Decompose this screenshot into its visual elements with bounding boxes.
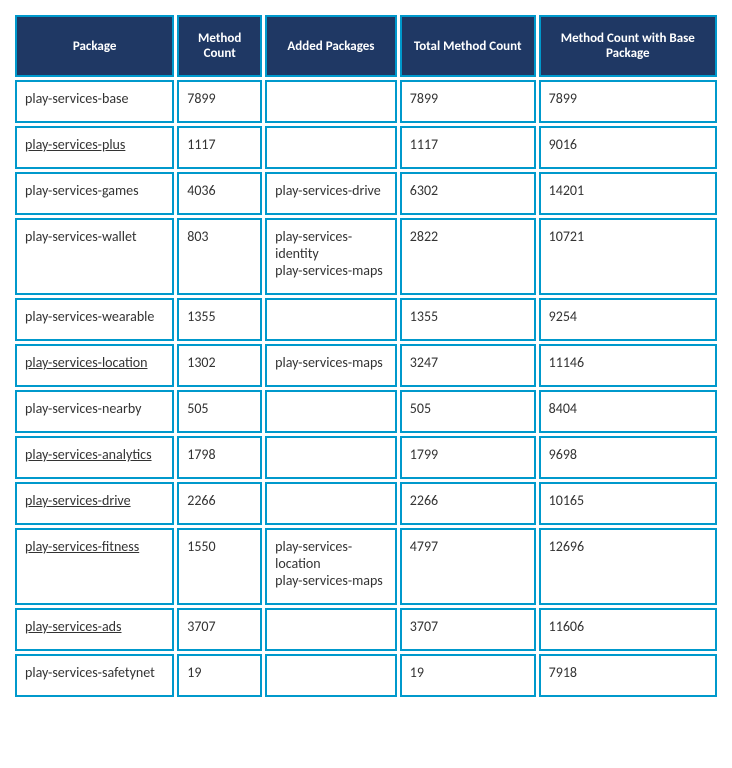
table-row: play-services-plus111711179016 [15,126,717,169]
total-method-count-cell: 1117 [400,126,536,169]
col-header-added-packages: Added Packages [265,15,397,77]
method-count-cell: 505 [177,390,262,433]
package-link[interactable]: play-services-location [25,354,147,371]
table-header: Package Method Count Added Packages Tota… [15,15,717,77]
method-count-cell: 7899 [177,80,262,123]
total-method-count-cell: 1355 [400,298,536,341]
total-method-count-cell: 2266 [400,482,536,525]
package-text: play-services-wallet [25,228,137,245]
packages-table: Package Method Count Added Packages Tota… [12,12,720,700]
package-cell: play-services-wallet [15,218,174,295]
table-row: play-services-drive2266226610165 [15,482,717,525]
package-cell: play-services-safetynet [15,654,174,697]
col-header-method-count: Method Count [177,15,262,77]
col-header-package: Package [15,15,174,77]
added-packages-cell [265,126,397,169]
with-base-cell: 9698 [539,436,717,479]
table-row: play-services-location 1302 play-services-… [15,344,717,387]
col-header-with-base: Method Count with Base Package [539,15,717,77]
added-packages-cell: play-services-identityplay-services-maps [265,218,397,295]
with-base-cell: 8404 [539,390,717,433]
with-base-cell: 11146 [539,344,717,387]
added-packages-cell [265,654,397,697]
method-count-cell: 1355 [177,298,262,341]
total-method-count-cell: 7899 [400,80,536,123]
added-package-item: play-services-drive [275,182,387,199]
added-packages-cell [265,80,397,123]
table-body: play-services-base789978997899play-servi… [15,80,717,697]
added-packages-cell [265,482,397,525]
with-base-cell: 10165 [539,482,717,525]
package-text: play-services-games [25,182,139,199]
added-packages-cell [265,436,397,479]
package-cell: play-services-plus [15,126,174,169]
table-row: play-services-ads3707370711606 [15,608,717,651]
with-base-cell: 7918 [539,654,717,697]
method-count-cell: 1798 [177,436,262,479]
package-text: play-services-wearable [25,308,154,325]
total-method-count-cell: 3707 [400,608,536,651]
table-row: play-services-nearby5055058404 [15,390,717,433]
table-row: play-services-wearable135513559254 [15,298,717,341]
with-base-cell: 12696 [539,528,717,605]
package-cell: play-services-location [15,344,174,387]
added-package-item: play-services-maps [275,572,387,589]
package-cell: play-services-wearable [15,298,174,341]
added-packages-cell [265,608,397,651]
with-base-cell: 10721 [539,218,717,295]
package-link[interactable]: play-services-fitness [25,538,139,555]
method-count-cell: 3707 [177,608,262,651]
table-row: play-services-wallet803play-services-ide… [15,218,717,295]
added-packages-cell [265,390,397,433]
method-count-cell: 803 [177,218,262,295]
with-base-cell: 9016 [539,126,717,169]
package-link[interactable]: play-services-ads [25,618,122,635]
total-method-count-cell: 2822 [400,218,536,295]
added-package-item: play-services-maps [275,354,387,371]
total-method-count-cell: 19 [400,654,536,697]
total-method-count-cell: 3247 [400,344,536,387]
table-row: play-services-fitness1550play-services-l… [15,528,717,605]
package-cell: play-services-base [15,80,174,123]
total-method-count-cell: 6302 [400,172,536,215]
added-packages-cell: play-services-locationplay-services-maps [265,528,397,605]
package-link[interactable]: play-services-analytics [25,446,152,463]
method-count-cell: 4036 [177,172,262,215]
package-cell: play-services-games [15,172,174,215]
total-method-count-cell: 505 [400,390,536,433]
method-count-cell: 1117 [177,126,262,169]
with-base-cell: 14201 [539,172,717,215]
added-package-item: play-services-maps [275,262,387,279]
method-count-cell: 2266 [177,482,262,525]
method-count-cell: 19 [177,654,262,697]
table-row: play-services-games 4036 play-services-dri… [15,172,717,215]
package-cell: play-services-nearby [15,390,174,433]
package-cell: play-services-ads [15,608,174,651]
with-base-cell: 9254 [539,298,717,341]
package-cell: play-services-fitness [15,528,174,605]
package-link[interactable]: play-services-plus [25,136,125,153]
added-package-item: play-services-identity [275,228,387,262]
table-row: play-services-base789978997899 [15,80,717,123]
package-text: play-services-nearby [25,400,142,417]
added-packages-cell: play-services-drive [265,172,397,215]
total-method-count-cell: 4797 [400,528,536,605]
with-base-cell: 7899 [539,80,717,123]
total-method-count-cell: 1799 [400,436,536,479]
package-text: play-services-safetynet [25,664,155,681]
table-row: play-services-analytics 1798 17999698 [15,436,717,479]
package-cell: play-services-analytics [15,436,174,479]
added-packages-cell: play-services-maps [265,344,397,387]
col-header-total-method-count: Total Method Count [400,15,536,77]
with-base-cell: 11606 [539,608,717,651]
added-packages-cell [265,298,397,341]
added-package-item: play-services-location [275,538,387,572]
package-link[interactable]: play-services-drive [25,492,131,509]
method-count-cell: 1302 [177,344,262,387]
table-row: play-services-safetynet19197918 [15,654,717,697]
method-count-cell: 1550 [177,528,262,605]
package-cell: play-services-drive [15,482,174,525]
package-text: play-services-base [25,90,128,107]
